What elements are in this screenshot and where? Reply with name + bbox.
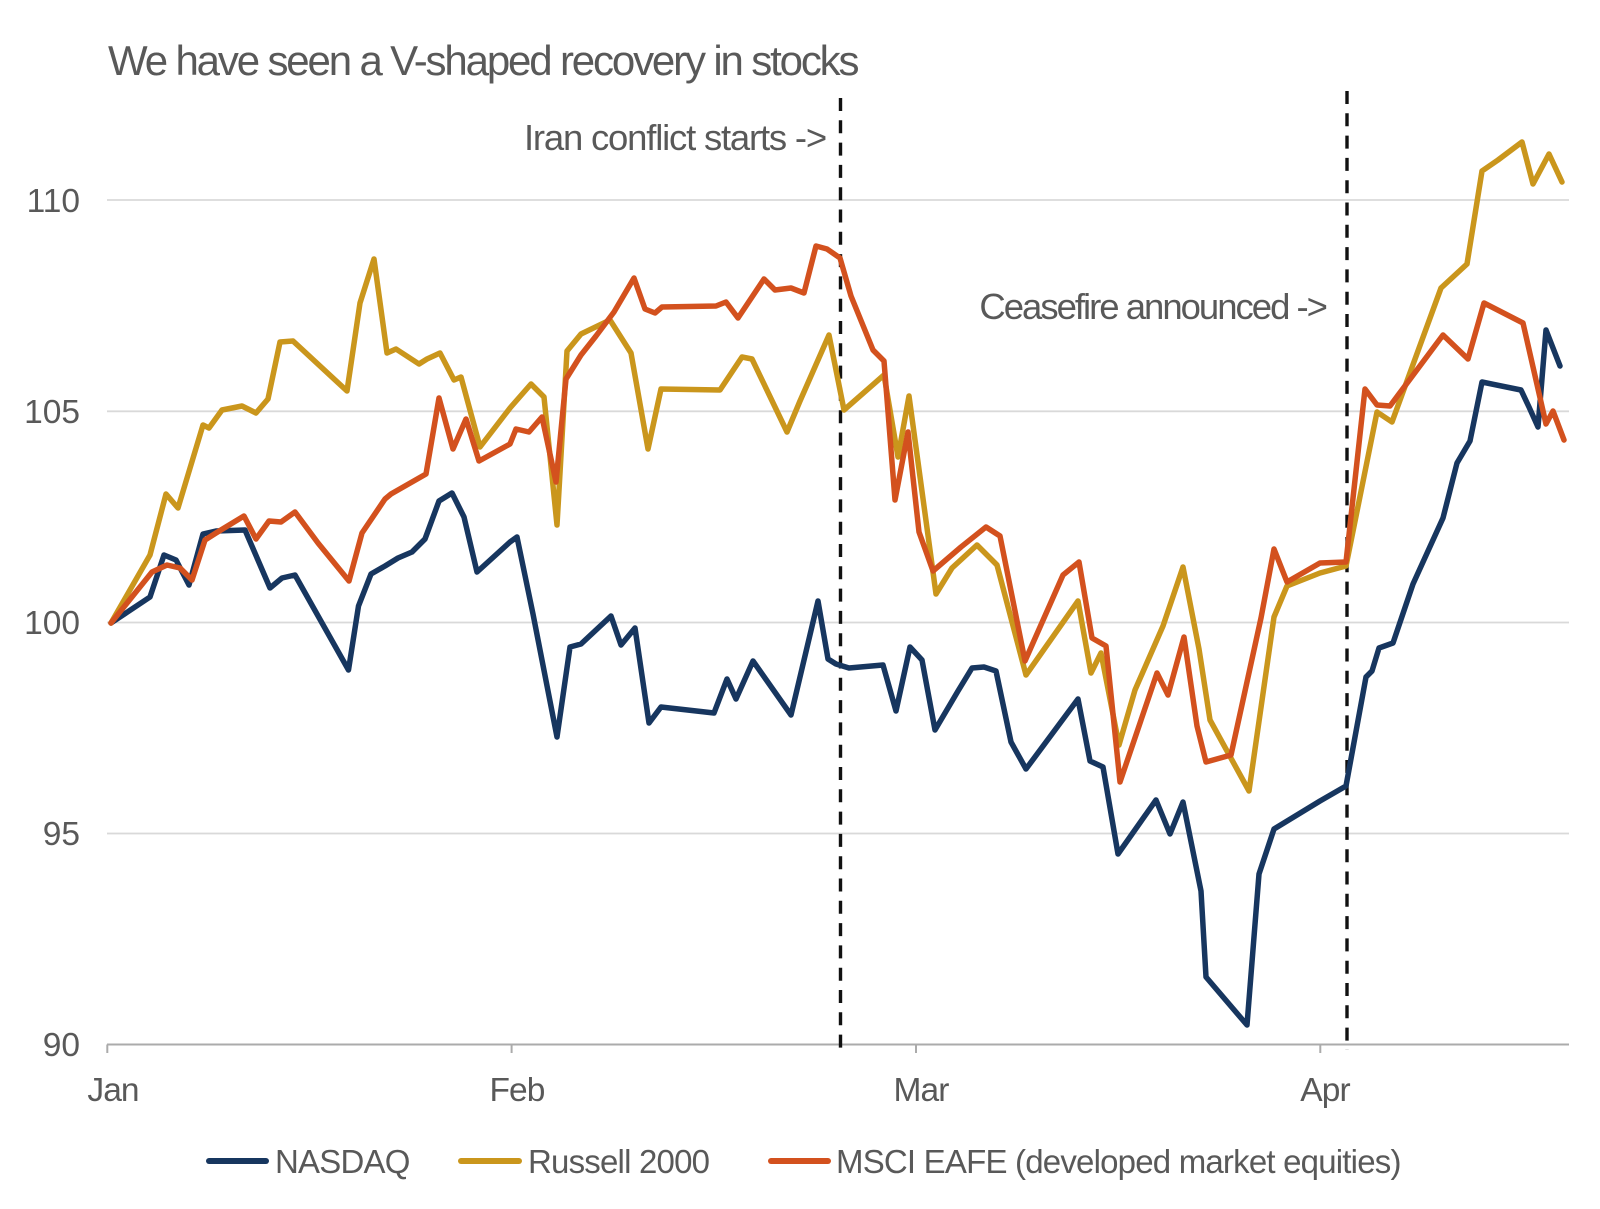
svg-text:Russell 2000: Russell 2000	[528, 1143, 710, 1180]
svg-text:105: 105	[24, 394, 80, 431]
svg-text:Jan: Jan	[87, 1072, 138, 1109]
svg-text:MSCI EAFE (developed market eq: MSCI EAFE (developed market equities)	[836, 1143, 1401, 1180]
svg-text:110: 110	[27, 183, 80, 220]
svg-text:Ceasefire announced ->: Ceasefire announced ->	[979, 286, 1326, 327]
svg-text:Apr: Apr	[1300, 1072, 1350, 1109]
svg-text:Iran conflict starts ->: Iran conflict starts ->	[524, 117, 826, 158]
svg-text:100: 100	[24, 605, 80, 642]
svg-text:Mar: Mar	[894, 1072, 950, 1109]
svg-text:Feb: Feb	[489, 1072, 544, 1109]
svg-text:NASDAQ: NASDAQ	[275, 1143, 410, 1180]
svg-text:95: 95	[43, 816, 80, 853]
svg-text:We have seen a V-shaped recove: We have seen a V-shaped recovery in stoc…	[108, 37, 859, 84]
svg-text:90: 90	[43, 1027, 80, 1064]
